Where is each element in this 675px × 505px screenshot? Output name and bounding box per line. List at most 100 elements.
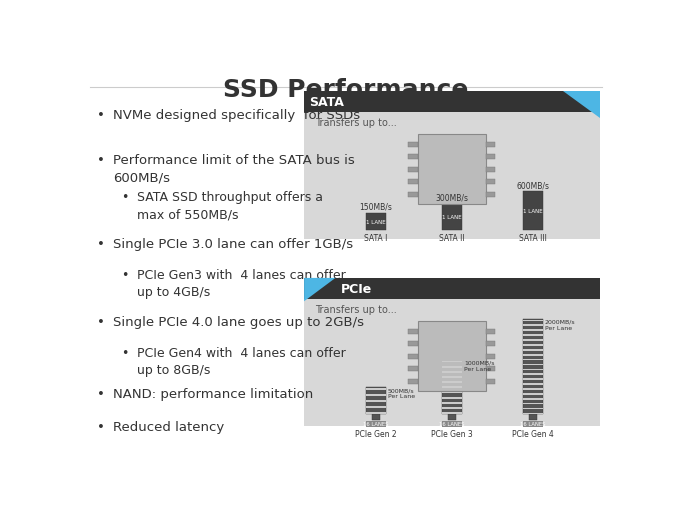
Text: 300MB/s: 300MB/s bbox=[435, 193, 468, 202]
FancyBboxPatch shape bbox=[418, 134, 486, 205]
Text: 150MB/s: 150MB/s bbox=[360, 203, 392, 212]
FancyBboxPatch shape bbox=[304, 278, 599, 426]
FancyBboxPatch shape bbox=[523, 369, 543, 371]
Text: SATA III: SATA III bbox=[519, 234, 547, 243]
FancyBboxPatch shape bbox=[366, 407, 386, 409]
FancyBboxPatch shape bbox=[442, 361, 462, 363]
Text: Single PCIe 3.0 lane can offer 1GB/s: Single PCIe 3.0 lane can offer 1GB/s bbox=[113, 237, 353, 250]
Text: Transfers up to...: Transfers up to... bbox=[315, 305, 396, 315]
FancyBboxPatch shape bbox=[486, 367, 495, 372]
Text: •: • bbox=[97, 237, 105, 250]
FancyBboxPatch shape bbox=[442, 371, 462, 373]
FancyBboxPatch shape bbox=[373, 415, 379, 420]
Text: NVMe designed specifically  for SSDs: NVMe designed specifically for SSDs bbox=[113, 109, 360, 122]
Text: 16 LANES: 16 LANES bbox=[363, 421, 389, 426]
FancyBboxPatch shape bbox=[442, 376, 462, 378]
Text: Performance limit of the SATA bus is
600MB/s: Performance limit of the SATA bus is 600… bbox=[113, 154, 355, 184]
Text: 600MB/s: 600MB/s bbox=[516, 181, 549, 190]
FancyBboxPatch shape bbox=[442, 392, 462, 394]
FancyBboxPatch shape bbox=[523, 388, 543, 390]
FancyBboxPatch shape bbox=[523, 383, 543, 385]
FancyBboxPatch shape bbox=[523, 339, 543, 341]
FancyBboxPatch shape bbox=[486, 379, 495, 384]
FancyBboxPatch shape bbox=[442, 421, 462, 427]
FancyBboxPatch shape bbox=[523, 354, 543, 356]
FancyBboxPatch shape bbox=[523, 320, 543, 322]
FancyBboxPatch shape bbox=[523, 379, 543, 380]
FancyBboxPatch shape bbox=[523, 335, 543, 336]
FancyBboxPatch shape bbox=[523, 344, 543, 346]
FancyBboxPatch shape bbox=[442, 204, 462, 231]
Text: •: • bbox=[97, 109, 105, 122]
FancyBboxPatch shape bbox=[408, 379, 418, 384]
Text: Single PCIe 4.0 lane goes up to 2GB/s: Single PCIe 4.0 lane goes up to 2GB/s bbox=[113, 315, 364, 328]
FancyBboxPatch shape bbox=[304, 92, 599, 113]
FancyBboxPatch shape bbox=[442, 366, 462, 368]
Text: 1 LANE: 1 LANE bbox=[367, 220, 386, 225]
Text: 2000MB/s
Per Lane: 2000MB/s Per Lane bbox=[545, 319, 576, 330]
FancyBboxPatch shape bbox=[366, 400, 386, 402]
FancyBboxPatch shape bbox=[408, 192, 418, 197]
Text: SATA I: SATA I bbox=[364, 234, 387, 243]
FancyBboxPatch shape bbox=[486, 142, 495, 147]
FancyBboxPatch shape bbox=[442, 387, 462, 388]
Text: 16 LANES: 16 LANES bbox=[439, 421, 464, 426]
Polygon shape bbox=[563, 92, 599, 119]
FancyBboxPatch shape bbox=[523, 325, 543, 327]
FancyBboxPatch shape bbox=[523, 393, 543, 395]
FancyBboxPatch shape bbox=[523, 330, 543, 331]
Text: PCIe Gen 3: PCIe Gen 3 bbox=[431, 429, 472, 438]
Text: 500MB/s
Per Lane: 500MB/s Per Lane bbox=[388, 387, 415, 398]
FancyBboxPatch shape bbox=[448, 415, 456, 420]
FancyBboxPatch shape bbox=[523, 364, 543, 366]
FancyBboxPatch shape bbox=[486, 354, 495, 359]
Text: NAND: performance limitation: NAND: performance limitation bbox=[113, 387, 313, 400]
Text: 1000MB/s
Per Lane: 1000MB/s Per Lane bbox=[464, 360, 494, 371]
FancyBboxPatch shape bbox=[366, 394, 386, 396]
FancyBboxPatch shape bbox=[442, 382, 462, 383]
Polygon shape bbox=[304, 278, 335, 301]
FancyBboxPatch shape bbox=[442, 402, 462, 404]
FancyBboxPatch shape bbox=[486, 342, 495, 347]
Text: SSD Performance: SSD Performance bbox=[223, 78, 468, 102]
Text: •: • bbox=[121, 346, 128, 360]
FancyBboxPatch shape bbox=[523, 408, 543, 410]
FancyBboxPatch shape bbox=[523, 421, 543, 427]
FancyBboxPatch shape bbox=[408, 367, 418, 372]
Text: 1 LANE: 1 LANE bbox=[523, 209, 543, 214]
FancyBboxPatch shape bbox=[523, 403, 543, 405]
FancyBboxPatch shape bbox=[486, 192, 495, 197]
Text: 1 LANE: 1 LANE bbox=[442, 215, 462, 220]
Text: Reduced latency: Reduced latency bbox=[113, 420, 224, 433]
Text: SATA II: SATA II bbox=[439, 234, 464, 243]
FancyBboxPatch shape bbox=[523, 349, 543, 351]
FancyBboxPatch shape bbox=[408, 354, 418, 359]
FancyBboxPatch shape bbox=[366, 413, 386, 415]
FancyBboxPatch shape bbox=[366, 387, 386, 415]
FancyBboxPatch shape bbox=[523, 374, 543, 375]
FancyBboxPatch shape bbox=[408, 180, 418, 185]
FancyBboxPatch shape bbox=[366, 214, 386, 231]
Text: •: • bbox=[97, 420, 105, 433]
Text: PCIe: PCIe bbox=[341, 283, 372, 295]
Text: SATA: SATA bbox=[309, 96, 344, 109]
Text: •: • bbox=[97, 315, 105, 328]
FancyBboxPatch shape bbox=[442, 397, 462, 399]
FancyBboxPatch shape bbox=[486, 155, 495, 160]
FancyBboxPatch shape bbox=[366, 388, 386, 390]
FancyBboxPatch shape bbox=[523, 398, 543, 400]
FancyBboxPatch shape bbox=[366, 421, 386, 427]
FancyBboxPatch shape bbox=[529, 415, 537, 420]
Text: Transfers up to...: Transfers up to... bbox=[315, 118, 396, 128]
FancyBboxPatch shape bbox=[418, 321, 486, 391]
FancyBboxPatch shape bbox=[523, 192, 543, 231]
FancyBboxPatch shape bbox=[486, 180, 495, 185]
Text: •: • bbox=[121, 191, 128, 204]
FancyBboxPatch shape bbox=[523, 319, 543, 415]
FancyBboxPatch shape bbox=[442, 360, 462, 415]
Text: PCIe Gen4 with  4 lanes can offer
up to 8GB/s: PCIe Gen4 with 4 lanes can offer up to 8… bbox=[136, 346, 346, 376]
FancyBboxPatch shape bbox=[304, 92, 599, 239]
FancyBboxPatch shape bbox=[408, 155, 418, 160]
FancyBboxPatch shape bbox=[408, 168, 418, 173]
Text: PCIe Gen 4: PCIe Gen 4 bbox=[512, 429, 554, 438]
